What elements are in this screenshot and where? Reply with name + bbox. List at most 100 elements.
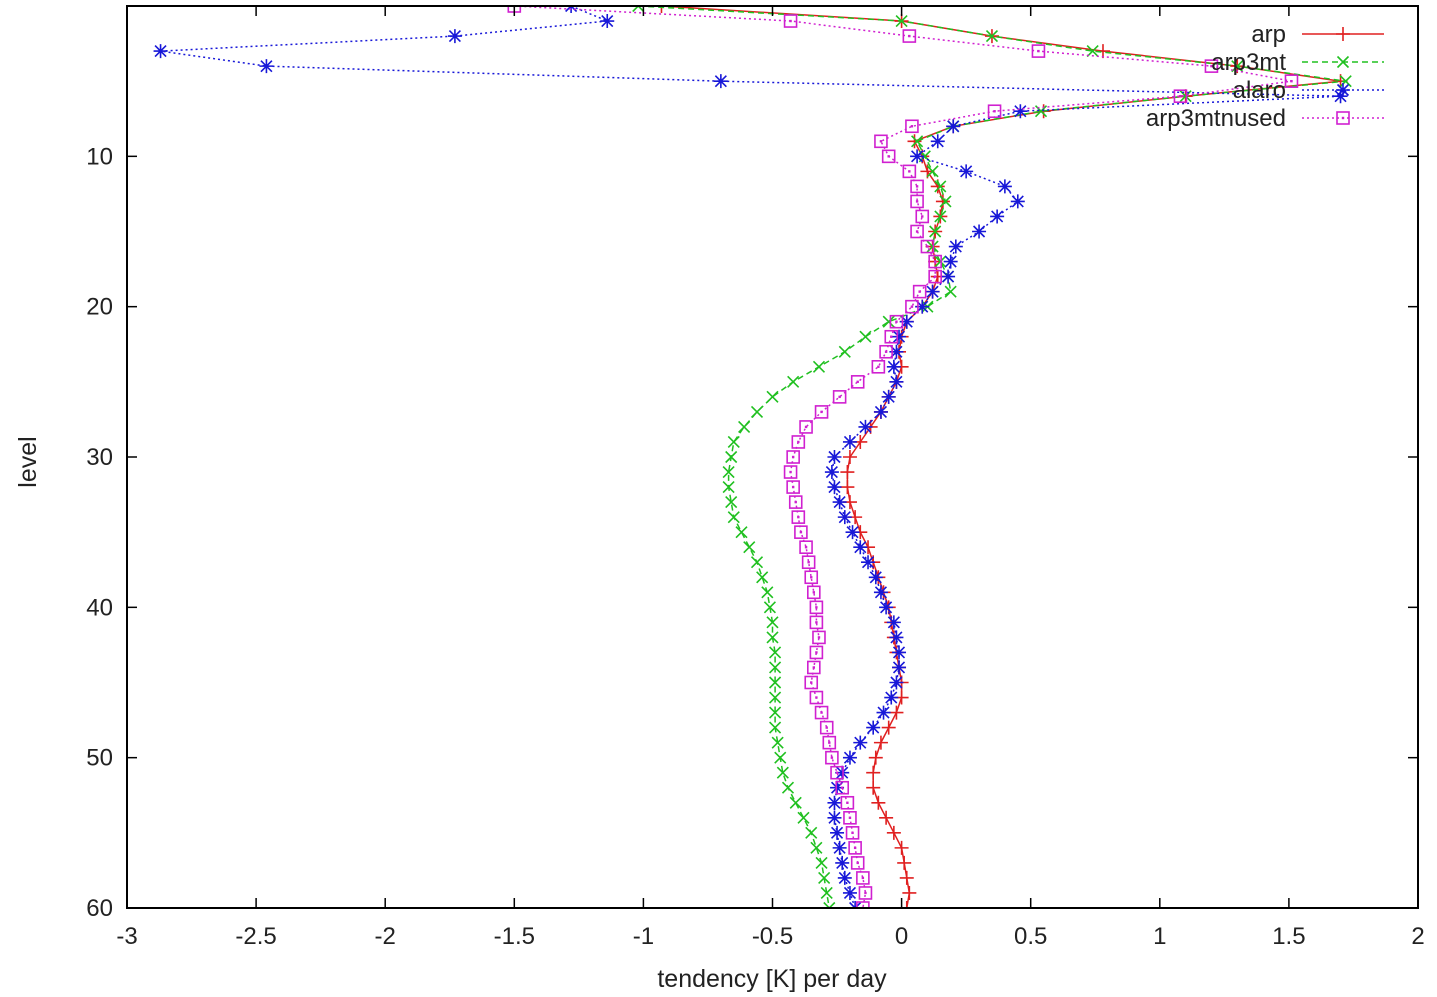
data-point-arp3mtnused-22 [884,329,899,344]
data-point-arp3mt-59 [820,886,833,900]
data-point-arp3mtnused-46 [809,690,824,705]
data-point-alaro-44 [892,660,907,675]
data-point-alaro-12 [997,179,1012,194]
y-tick-label-4: 50 [86,745,113,772]
data-point-arp3mt-26 [766,390,779,403]
data-point-arp3mt-11 [926,165,939,178]
data-point-arp3mtnused-53 [840,795,855,810]
data-point-arp3mt-23 [838,345,851,358]
data-point-arp3mt-43 [769,646,782,659]
x-axis-title: tendency [K] per day [657,965,887,993]
data-point-arp3mt-33 [725,496,738,509]
data-point-arp-48 [881,720,896,735]
y-tick-label-5: 60 [86,895,113,922]
data-point-alaro-22 [892,329,907,344]
x-tick-label-0: -3 [116,923,137,950]
data-point-alaro-54 [827,810,842,825]
series-line-arp3mt [638,6,1346,908]
data-point-alaro-55 [830,825,845,840]
data-point-arp3mt-41 [766,616,779,629]
data-point-arp3mt-17 [934,255,947,268]
data-point-alaro-18 [941,269,956,284]
data-point-arp3mtnused-44 [807,660,821,675]
data-point-arp3mt-49 [771,736,784,749]
series-arp [654,6,1348,908]
series-line-arp3mtnused [514,6,1292,908]
data-point-alaro-52 [830,780,845,795]
x-tick-label-10: 2 [1411,923,1424,950]
y-tick-label-2: 30 [86,444,113,471]
data-point-arp3mtnused-10 [881,149,896,164]
data-point-arp3mtnused-49 [822,735,837,750]
data-point-arp3mtnused-56 [848,841,862,855]
legend-item-alaro: alaro [1233,77,1384,104]
data-point-arp-30 [842,450,857,464]
data-point-arp3mt-52 [781,781,795,794]
data-point-arp3mtnused-19 [912,284,927,299]
data-point-arp3mt-45 [769,676,782,689]
data-point-arp3mt-7 [1034,105,1048,118]
y-axis-title: level [14,436,42,487]
data-point-alaro-2 [447,29,462,44]
legend-marker-arp [1336,27,1350,41]
x-tick-label-5: -0.5 [752,923,793,950]
data-point-arp3mtnused-33 [788,495,803,509]
data-point-arp-32 [840,480,855,495]
data-point-arp-53 [871,795,886,810]
data-point-arp3mtnused-20 [905,299,919,314]
data-point-arp3mtnused-39 [807,585,821,600]
data-point-arp3mtnused-25 [850,375,865,389]
data-point-alaro-8 [946,119,961,134]
data-point-arp3mtnused-54 [843,810,857,825]
data-point-arp3mtnused-24 [871,359,886,374]
data-point-arp3mt-1 [895,14,908,28]
data-point-arp3mt-24 [812,360,826,373]
data-point-arp3mtnused-36 [799,540,813,555]
data-point-arp3mtnused-9 [874,134,888,149]
data-point-arp3mtnused-21 [889,314,904,329]
data-point-alaro-14 [990,209,1005,224]
x-tick-label-6: 0 [895,923,908,950]
data-point-alaro-26 [881,389,896,404]
data-point-arp3mt-55 [805,826,818,839]
data-point-arp3mtnused-32 [786,480,800,494]
data-point-alaro-51 [835,765,850,780]
data-point-arp3mt-47 [769,706,782,719]
data-point-arp3mtnused-34 [791,510,806,524]
data-point-arp-47 [889,705,904,720]
data-point-arp3mtnused-35 [794,525,808,539]
series-line-alaro [160,6,1341,908]
data-point-alaro-38 [868,570,883,585]
data-point-arp3mtnused-55 [845,826,860,840]
data-point-alaro-3 [153,44,168,59]
data-point-arp3mt-31 [722,465,735,479]
data-point-arp-50 [868,750,883,765]
data-point-alaro-45 [889,675,904,690]
data-point-arp-60 [899,901,914,908]
data-point-arp-59 [902,885,917,900]
data-point-alaro-31 [824,465,839,480]
data-point-alaro-29 [842,434,857,449]
x-tick-label-4: -1 [633,923,654,950]
data-point-arp3mt-57 [815,856,828,869]
data-point-arp3mtnused-15 [910,224,924,239]
data-point-arp3mtnused-3 [1031,44,1046,58]
series-arp3mt [632,6,1352,908]
data-point-arp-58 [899,870,914,885]
series-line-arp [661,6,1341,908]
series-layer [153,6,1352,908]
data-point-arp-57 [897,855,912,870]
y-tick-label-1: 20 [86,294,113,321]
data-point-alaro-13 [1010,194,1025,209]
data-point-arp-55 [886,825,901,840]
data-point-alaro-50 [842,750,857,765]
data-point-alaro-48 [866,720,881,735]
data-point-arp3mtnused-40 [809,600,824,615]
data-point-arp3mt-60 [823,901,836,908]
data-point-arp3mt-38 [756,571,769,584]
data-point-alaro-30 [827,450,842,464]
data-point-arp3mtnused-6 [1173,89,1188,103]
data-point-arp3mtnused-1 [783,14,798,28]
data-point-alaro-15 [972,224,987,239]
